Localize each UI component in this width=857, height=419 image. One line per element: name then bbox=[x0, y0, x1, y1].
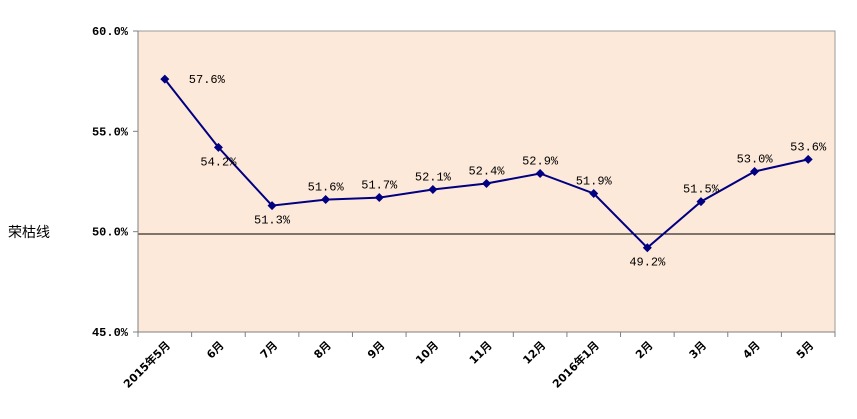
data-label: 57.6% bbox=[189, 73, 226, 87]
data-point-marker bbox=[482, 179, 491, 189]
data-point-marker bbox=[589, 189, 599, 199]
data-point-marker bbox=[803, 154, 813, 164]
data-point-marker bbox=[374, 193, 384, 203]
data-label: 51.3% bbox=[254, 214, 291, 228]
data-point-marker bbox=[267, 201, 277, 211]
data-label: 51.5% bbox=[683, 183, 720, 197]
data-label: 54.2% bbox=[200, 155, 237, 169]
y-tick-label: 45.0% bbox=[92, 326, 129, 340]
data-label: 51.6% bbox=[308, 181, 345, 195]
data-point-marker bbox=[642, 243, 652, 253]
data-point-marker bbox=[696, 197, 706, 207]
y-tick-label: 50.0% bbox=[92, 226, 129, 240]
x-tick-label: 2月 bbox=[633, 339, 655, 361]
data-label: 51.9% bbox=[576, 175, 613, 189]
x-tick-label: 8月 bbox=[311, 339, 333, 361]
x-tick-label: 6月 bbox=[204, 339, 226, 361]
data-label: 53.0% bbox=[737, 152, 774, 166]
data-label: 52.9% bbox=[522, 154, 559, 168]
x-tick-label: 5月 bbox=[794, 339, 816, 361]
x-tick-label: 10月 bbox=[413, 339, 441, 367]
data-label: 51.7% bbox=[361, 179, 398, 193]
data-point-marker bbox=[428, 185, 438, 195]
x-tick-label: 7月 bbox=[258, 339, 280, 361]
data-point-marker bbox=[535, 168, 545, 178]
x-tick-label: 11月 bbox=[467, 339, 495, 367]
y-axis-title: 荣枯线 bbox=[8, 225, 50, 241]
data-point-marker bbox=[160, 74, 170, 84]
x-tick-label: 3月 bbox=[687, 339, 709, 361]
x-tick-label: 9月 bbox=[365, 339, 387, 361]
data-label: 49.2% bbox=[629, 256, 666, 270]
data-point-marker bbox=[213, 142, 223, 152]
data-point-marker bbox=[750, 166, 760, 176]
y-tick-label: 55.0% bbox=[92, 125, 129, 139]
y-tick-label: 60.0% bbox=[92, 25, 129, 39]
x-tick-label: 2015年5月 bbox=[120, 338, 173, 391]
x-tick-label: 12月 bbox=[520, 339, 548, 367]
data-label: 52.1% bbox=[415, 171, 452, 185]
data-label: 52.4% bbox=[468, 165, 505, 179]
x-tick-label: 2016年1月 bbox=[549, 338, 602, 391]
data-label: 53.6% bbox=[790, 140, 827, 154]
data-point-marker bbox=[321, 195, 331, 205]
x-tick-label: 4月 bbox=[740, 339, 762, 361]
